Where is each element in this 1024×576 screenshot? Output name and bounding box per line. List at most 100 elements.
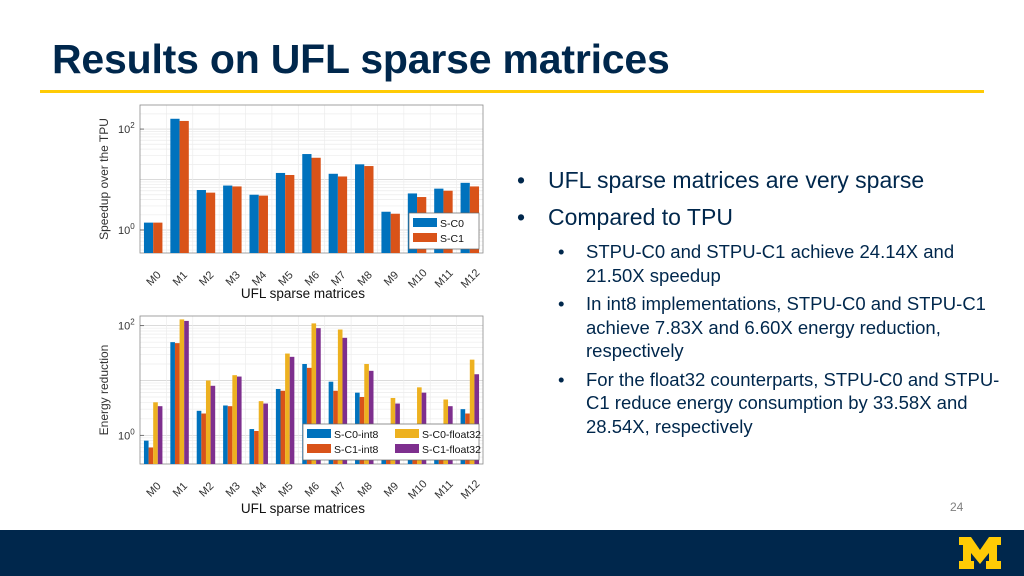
legend-label: S-C0-float32	[422, 429, 481, 441]
bar-S-C0-int8-M6	[302, 363, 307, 464]
bar-S-C1-M8	[364, 166, 374, 253]
legend-swatch	[413, 218, 437, 227]
bullet-text: UFL sparse matrices are very sparse	[548, 167, 925, 193]
bar-S-C0-M7	[328, 173, 338, 253]
x-tick-label: M11	[433, 267, 456, 290]
legend-label: S-C0-int8	[334, 429, 379, 441]
bullet-item: • UFL sparse matrices are very sparse	[512, 166, 1012, 194]
bar-S-C0-float32-M8	[364, 363, 369, 464]
bar-S-C0-M3	[223, 185, 233, 253]
x-tick-label: M1	[171, 269, 190, 288]
bar-S-C0-int8-M2	[196, 410, 202, 464]
x-axis-label: UFL sparse matrices	[241, 501, 365, 516]
page-number: 24	[950, 500, 964, 514]
bar-S-C0-M0	[143, 222, 154, 253]
bar-S-C0-float32-M12	[469, 359, 475, 464]
bar-S-C1-float32-M7	[342, 337, 348, 464]
bar-S-C1-int8-M6	[306, 367, 312, 464]
bar-S-C0-int8-M3	[223, 405, 228, 464]
bar-S-C0-M6	[302, 154, 312, 253]
bar-S-C1-float32-M1	[184, 320, 189, 464]
bar-S-C1-int8-M1	[174, 343, 180, 464]
legend-swatch	[413, 233, 437, 242]
x-tick-label: M9	[382, 480, 401, 499]
bullet-list: • UFL sparse matrices are very sparse • Co…	[512, 166, 1012, 443]
legend-label: S-C0	[440, 218, 464, 230]
legend-swatch	[395, 444, 419, 453]
bar-S-C1-M1	[179, 120, 189, 253]
bullet-text: Compared to TPU	[548, 204, 733, 230]
x-tick-label: M0	[144, 480, 163, 499]
bar-S-C0-float32-M0	[153, 402, 158, 464]
legend-swatch	[307, 444, 331, 453]
y-axis-label: Speedup over the TPU	[97, 118, 111, 240]
sub-bullet-item: • In int8 implementations, STPU-C0 and ST…	[512, 292, 1012, 363]
x-tick-label: M8	[356, 480, 375, 499]
bullet-dot-icon: •	[517, 167, 526, 193]
bar-S-C1-float32-M3	[236, 376, 242, 464]
bar-S-C1-M2	[205, 192, 216, 253]
bar-S-C0-float32-M2	[205, 380, 211, 464]
bar-S-C1-float32-M5	[289, 356, 295, 464]
x-tick-label: M11	[433, 478, 456, 501]
bar-S-C0-M9	[381, 211, 391, 253]
bar-S-C0-float32-M7	[337, 329, 343, 464]
x-tick-label: M6	[303, 480, 322, 499]
bar-S-C1-int8-M2	[201, 413, 206, 464]
bar-S-C1-float32-M4	[263, 403, 268, 464]
y-tick-label: 100	[118, 427, 135, 442]
bullet-item: • Compared to TPU	[512, 203, 1012, 231]
chart-2: 100 102 Energy reduction M0 M1 M2 M3 M4 M5 M6 M7 M8…	[97, 315, 484, 516]
x-tick-label: M4	[250, 480, 269, 499]
bar-S-C1-int8-M5	[280, 390, 286, 464]
x-tick-label: M12	[459, 478, 483, 502]
bar-S-C1-M0	[153, 222, 163, 253]
bar-S-C0-float32-M3	[232, 375, 237, 464]
bullet-dot-icon: •	[517, 204, 526, 230]
x-tick-label: M10	[406, 478, 430, 502]
x-axis-label: UFL sparse matrices	[241, 286, 365, 301]
bar-S-C0-float32-M4	[258, 401, 264, 464]
bar-S-C1-M3	[232, 186, 242, 253]
bar-S-C0-int8-M1	[170, 342, 175, 464]
bar-S-C1-M5	[285, 174, 295, 253]
bullet-dot-icon: •	[558, 241, 565, 262]
slide-title: Results on UFL sparse matrices	[52, 36, 670, 82]
legend-swatch	[307, 429, 331, 438]
bar-S-C1-int8-M0	[148, 447, 154, 464]
x-tick-label: M10	[406, 267, 430, 291]
footer-bar	[0, 530, 1024, 576]
sub-bullet-text: For the float32 counterparts, STPU-C0 an…	[586, 368, 1000, 437]
y-axis-label: Energy reduction	[97, 345, 111, 436]
sub-bullet-item: • For the float32 counterparts, STPU-C0 a…	[512, 368, 1012, 439]
bar-S-C0-float32-M5	[285, 353, 290, 464]
legend-swatch	[395, 429, 419, 438]
bar-S-C0-float32-M1	[179, 319, 185, 464]
sub-bullet-text: STPU-C0 and STPU-C1 achieve 24.14X and 2…	[586, 241, 955, 286]
bar-S-C1-int8-M4	[254, 430, 259, 464]
bar-S-C1-int8-M3	[227, 406, 233, 464]
bar-S-C0-M1	[170, 118, 180, 253]
bar-S-C1-float32-M2	[210, 385, 216, 464]
y-tick-label: 102	[118, 121, 135, 136]
legend-label: S-C1-float32	[422, 444, 481, 456]
charts-panel: 100 102 Speedup over the TPU M0 M1 M2 M3 M4 M5 M6…	[97, 104, 484, 516]
x-tick-label: M5	[276, 480, 295, 499]
legend-label: S-C1-int8	[334, 444, 379, 456]
bullet-dot-icon: •	[558, 368, 565, 390]
bar-S-C1-M7	[337, 176, 348, 253]
y-tick-label: 102	[118, 318, 135, 333]
x-tick-label: M12	[459, 267, 483, 291]
bar-S-C0-int8-M4	[249, 429, 255, 464]
bar-S-C0-M4	[249, 194, 259, 253]
bar-S-C1-float32-M8	[368, 370, 374, 464]
bar-S-C1-float32-M0	[157, 406, 163, 464]
x-tick-label: M2	[197, 480, 216, 499]
legend-label: S-C1	[440, 233, 464, 245]
bar-S-C1-M4	[258, 195, 268, 253]
x-tick-label: M7	[329, 480, 348, 499]
block-m-logo-icon	[959, 537, 1001, 569]
bar-S-C1-M6	[311, 157, 321, 253]
bar-S-C0-M5	[275, 172, 286, 253]
x-tick-label: M0	[144, 269, 163, 288]
